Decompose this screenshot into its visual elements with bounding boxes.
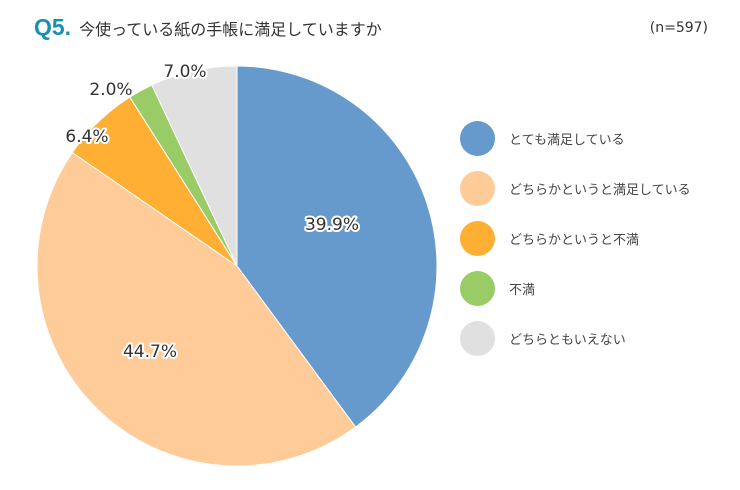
sample-size: (n=597) [649,20,708,36]
legend-item-neutral: どちらともいえない [460,313,691,363]
pie-slice [236,65,438,428]
slice-label-dissatisfied: 2.0% [89,80,132,100]
legend-item-dissatisfied: 不満 [460,263,691,313]
legend-item-somewhat-satisfied: どちらかというと満足している [460,163,691,213]
question-number: Q5. [34,14,72,40]
legend-swatch-icon [460,220,495,256]
pie-slice [36,151,357,467]
slice-label-neutral: 7.0% [163,62,206,82]
legend-swatch-icon [460,120,495,156]
legend-item-somewhat-dissatisfied: どちらかというと不満 [460,213,691,263]
pie-slice [151,65,238,267]
slice-label-very-satisfied: 39.9% [305,215,359,235]
slice-label-somewhat-satisfied: 44.7% [123,342,177,362]
legend-swatch-icon [460,320,495,356]
legend: とても満足している どちらかというと満足している どちらかというと不満 不満 ど… [460,113,691,363]
pie-labels: 39.9% 44.7% 6.4% 2.0% 7.0% [63,60,361,364]
pie-slices [36,65,438,467]
question-text: 今使っている紙の手帳に満足していますか [79,20,382,39]
chart-title: Q5. 今使っている紙の手帳に満足していますか [34,14,382,42]
slice-label-somewhat-dissatisfied: 6.4% [65,127,108,147]
legend-item-very-satisfied: とても満足している [460,113,691,163]
legend-swatch-icon [460,270,495,306]
legend-swatch-icon [460,170,495,206]
